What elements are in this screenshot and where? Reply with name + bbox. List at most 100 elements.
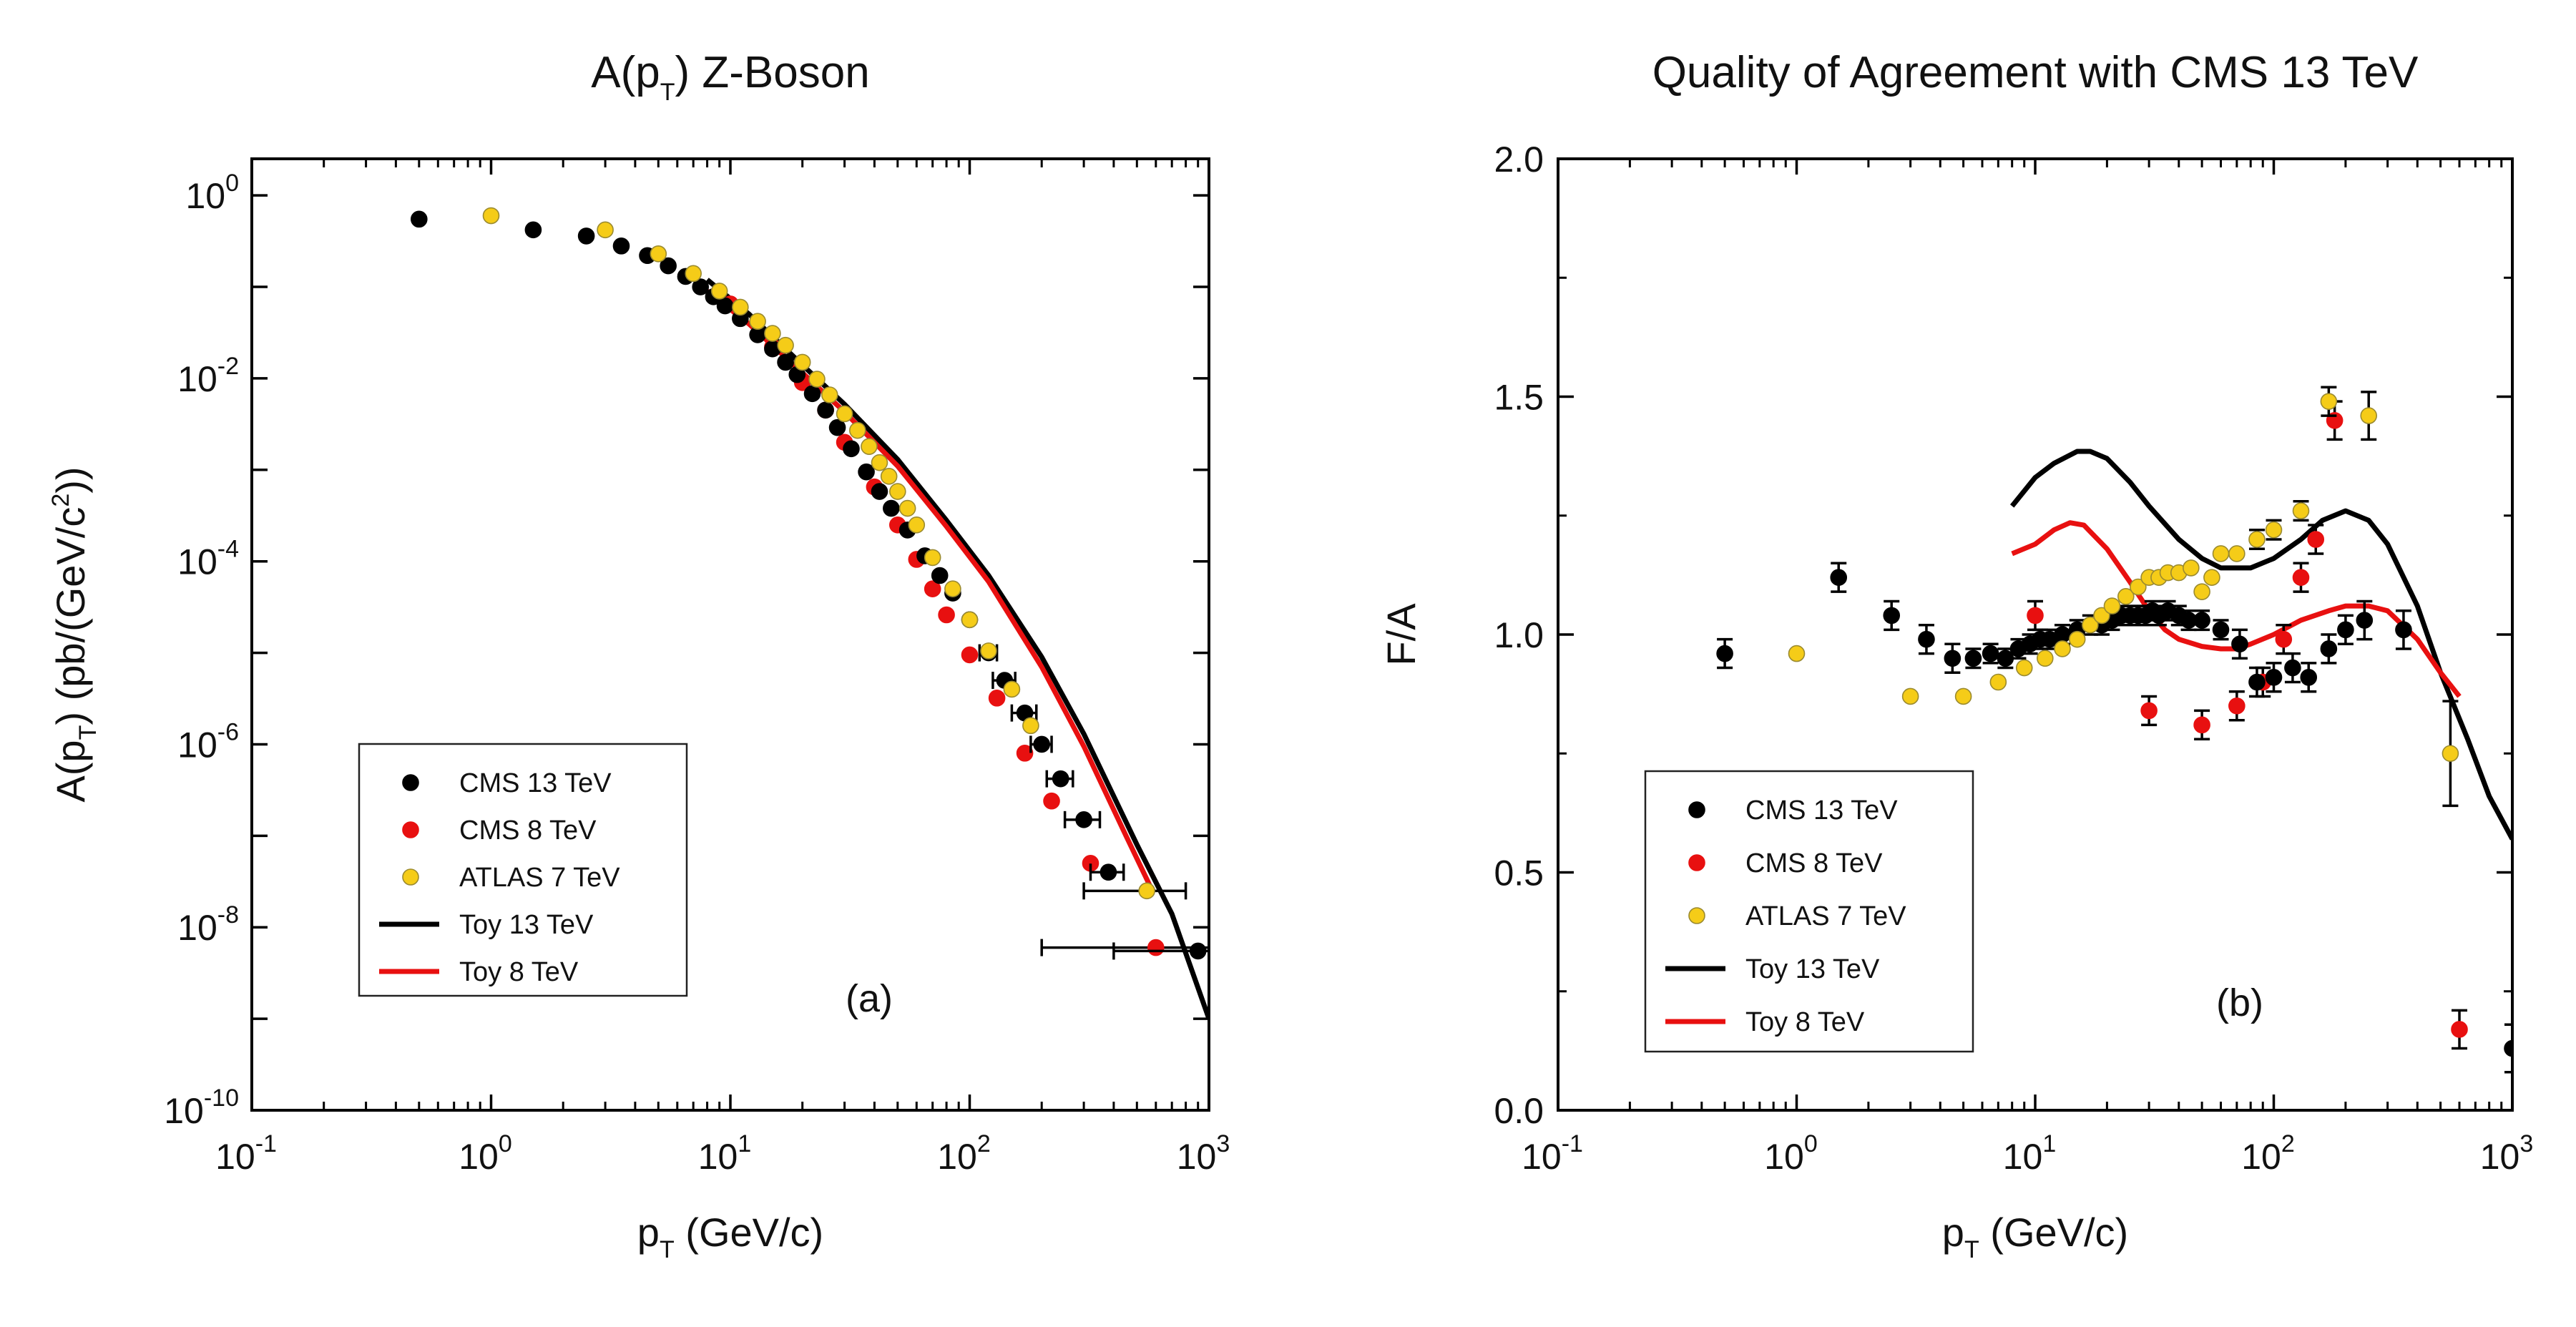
y-tick-exp: 0 [225,170,239,197]
x-label-text: p [637,1210,660,1255]
y-tick-base: 10 [177,542,217,582]
data-point-cms-13-tev [1982,645,1999,662]
legend-label: CMS 8 TeV [1745,848,1883,878]
legend-label: Toy 13 TeV [459,910,594,940]
y-tick-exp: -10 [204,1084,239,1112]
data-point-cms-13-tev [2395,621,2412,639]
data-point-cms-8-tev [2228,697,2246,715]
data-point-cms-13-tev [577,227,595,245]
x-tick-base: 10 [459,1137,499,1177]
title-text: A(p [591,48,660,97]
legend-swatch-marker [1688,854,1705,871]
x-axis-label: pT (GeV/c) [637,1210,823,1263]
data-point-cms-8-tev [1016,745,1034,762]
x-tick-label: 101 [698,1130,752,1177]
x-tick-exp: 2 [977,1130,991,1157]
y-label-superscript: 2 [47,494,74,507]
y-tick-label: 10-6 [177,718,239,765]
data-point-cms-13-tev [612,238,630,255]
data-point-cms-13-tev [1033,735,1050,753]
x-tick-exp: 3 [2519,1130,2533,1157]
y-tick-label: 10-8 [177,901,239,948]
legend-label: CMS 13 TeV [459,768,612,798]
data-point-atlas-7-tev [2103,597,2121,614]
panel-label: (b) [2216,981,2263,1024]
y-label-text: A(p [48,740,93,802]
panel-label: (a) [846,977,893,1020]
data-point-cms-13-tev [1052,770,1069,788]
data-point-cms-13-tev [931,567,949,584]
data-point-cms-13-tev [2337,621,2354,639]
legend-label: CMS 8 TeV [459,816,597,846]
data-point-atlas-7-tev [2442,745,2459,763]
y-tick-exp: -2 [217,353,239,380]
data-point-atlas-7-tev [2037,650,2054,667]
data-point-cms-13-tev [411,210,428,228]
data-point-cms-13-tev [817,401,834,419]
y-tick-label: 10-4 [177,536,239,582]
series-cms-8-tev [722,295,1209,956]
x-label-text: p [1942,1210,1964,1255]
y-label-text: )) [48,466,93,493]
x-tick-base: 10 [215,1137,255,1177]
data-point-cms-8-tev [1043,792,1060,810]
series-line-toy-8-tev [2011,520,2462,698]
x-tick-label: 101 [2003,1130,2057,1177]
data-point-cms-13-tev [871,483,888,500]
data-point-atlas-7-tev [1989,673,2007,691]
data-point-cms-8-tev [2292,569,2310,587]
series-toy-13-tev [705,278,1209,1020]
x-label-text: (GeV/c) [1979,1210,2128,1255]
x-label-subscript: T [660,1236,675,1263]
data-point-atlas-7-tev [732,298,749,316]
data-point-atlas-7-tev [2248,531,2266,548]
legend-swatch-marker [402,821,419,838]
data-point-atlas-7-tev [685,265,702,283]
data-point-cms-13-tev [803,385,821,403]
data-point-atlas-7-tev [2054,640,2071,657]
data-point-cms-8-tev [961,646,979,664]
data-point-cms-13-tev [2320,640,2338,657]
x-tick-base: 10 [2003,1137,2043,1177]
y-tick-base: 10 [185,176,225,216]
data-point-cms-13-tev [1830,569,1848,587]
data-point-cms-13-tev [777,353,794,371]
data-point-atlas-7-tev [2320,393,2338,410]
data-point-cms-8-tev [2027,607,2044,625]
x-tick-label: 10-1 [215,1130,277,1177]
x-tick-exp: -1 [1562,1130,1583,1157]
data-point-cms-13-tev [883,499,900,517]
x-tick-label: 103 [2480,1130,2534,1177]
data-point-cms-8-tev [2307,531,2325,548]
x-tick-label: 100 [1764,1130,1818,1177]
data-point-cms-8-tev [988,690,1006,707]
x-tick-base: 10 [937,1137,977,1177]
data-point-cms-13-tev [524,221,542,239]
data-point-cms-13-tev [1964,650,1982,667]
data-point-atlas-7-tev [2183,559,2200,577]
x-tick-exp: 1 [2042,1130,2056,1157]
data-point-atlas-7-tev [2117,587,2135,605]
data-point-cms-13-tev [1075,811,1092,828]
x-tick-label: 10-1 [1522,1130,1583,1177]
series-line-toy-13-tev [2009,449,2512,841]
y-tick-exp: -4 [217,536,239,563]
legend-label: ATLAS 7 TeV [459,863,620,893]
data-point-atlas-7-tev [961,611,979,629]
data-point-atlas-7-tev [2228,545,2246,562]
data-point-cms-13-tev [2284,659,2301,677]
y-label-text: ) (pb/(GeV/c [48,507,93,725]
x-tick-label: 100 [459,1130,512,1177]
data-point-cms-13-tev [1944,650,1962,667]
data-point-cms-13-tev [2193,612,2210,629]
data-point-atlas-7-tev [1954,687,1972,705]
series-cms-8-tev [2027,400,2468,1050]
data-point-atlas-7-tev [482,207,500,225]
legend-swatch-marker [402,868,419,886]
data-point-atlas-7-tev [2360,407,2378,424]
x-label-text: (GeV/c) [675,1210,823,1255]
chart-left: 10-1 100 101 102 10310010-210-410-610-810-10… [47,48,1230,1263]
x-tick-label: 102 [2241,1130,2295,1177]
data-point-atlas-7-tev [871,454,888,471]
plot-frame [1557,157,2514,1112]
